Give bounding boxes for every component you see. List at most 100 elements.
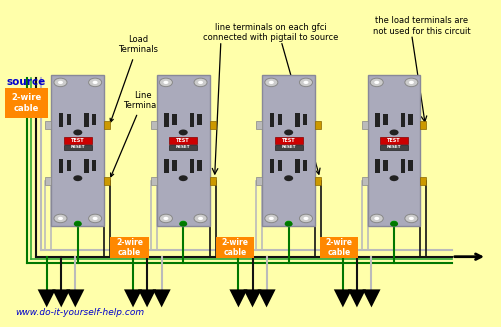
Bar	[46, 121, 52, 129]
Bar	[256, 121, 262, 129]
Bar	[269, 113, 274, 127]
Circle shape	[284, 129, 293, 135]
Circle shape	[404, 214, 417, 223]
Bar	[189, 113, 194, 127]
Polygon shape	[347, 289, 365, 307]
Circle shape	[284, 175, 293, 181]
Circle shape	[303, 81, 308, 84]
Circle shape	[284, 221, 292, 227]
Bar	[382, 114, 387, 125]
Bar	[407, 114, 412, 125]
Bar	[197, 160, 201, 171]
Text: RESET: RESET	[386, 145, 400, 149]
Bar	[374, 113, 379, 127]
Bar	[84, 113, 89, 127]
Bar	[315, 177, 321, 185]
Bar	[169, 145, 197, 150]
Bar	[269, 159, 274, 173]
Circle shape	[193, 214, 206, 223]
Bar	[189, 159, 194, 173]
Circle shape	[178, 129, 187, 135]
Bar	[400, 159, 404, 173]
Bar	[274, 137, 302, 144]
Circle shape	[54, 214, 67, 223]
Circle shape	[89, 214, 101, 223]
Bar	[59, 113, 63, 127]
Text: Load
Terminals: Load Terminals	[110, 35, 158, 122]
Circle shape	[285, 221, 292, 225]
Circle shape	[179, 221, 186, 225]
Bar	[150, 121, 156, 129]
Text: 2-wire
cable: 2-wire cable	[116, 238, 143, 257]
Text: 2-wire
cable: 2-wire cable	[221, 238, 248, 257]
Bar	[67, 160, 71, 171]
Bar	[52, 75, 104, 226]
Bar	[84, 159, 89, 173]
Bar	[172, 114, 176, 125]
Polygon shape	[38, 289, 56, 307]
Bar	[361, 177, 367, 185]
Bar	[59, 159, 63, 173]
Text: RESET: RESET	[281, 145, 295, 149]
Circle shape	[374, 217, 379, 220]
Text: line terminals on each gfci
connected with pigtail to source: line terminals on each gfci connected wi…	[203, 23, 338, 43]
Circle shape	[74, 221, 82, 227]
Circle shape	[197, 81, 202, 84]
Bar	[367, 75, 420, 226]
Text: TEST: TEST	[71, 138, 85, 143]
Polygon shape	[124, 289, 142, 307]
Polygon shape	[138, 289, 156, 307]
Circle shape	[163, 217, 168, 220]
Text: RESET: RESET	[71, 145, 85, 149]
Circle shape	[54, 78, 67, 87]
Circle shape	[163, 81, 168, 84]
Bar	[5, 88, 48, 118]
Bar	[295, 159, 299, 173]
Bar	[320, 237, 358, 258]
Circle shape	[299, 78, 312, 87]
Bar	[274, 145, 302, 150]
Bar	[172, 160, 176, 171]
Text: the load terminals are
not used for this circuit: the load terminals are not used for this…	[372, 16, 469, 36]
Bar	[64, 145, 92, 150]
Bar	[277, 160, 282, 171]
Polygon shape	[66, 289, 84, 307]
Bar	[104, 121, 110, 129]
Circle shape	[303, 217, 308, 220]
Circle shape	[389, 129, 398, 135]
Bar	[110, 237, 148, 258]
Circle shape	[73, 129, 82, 135]
Circle shape	[159, 78, 172, 87]
Polygon shape	[243, 289, 261, 307]
Bar	[169, 137, 197, 144]
Bar	[277, 114, 282, 125]
Text: source: source	[7, 77, 46, 87]
Circle shape	[178, 175, 187, 181]
Bar	[209, 121, 215, 129]
Bar	[164, 113, 168, 127]
Bar	[164, 159, 168, 173]
Bar	[315, 121, 321, 129]
Bar	[295, 113, 299, 127]
Bar	[374, 159, 379, 173]
Polygon shape	[257, 289, 275, 307]
Bar	[382, 160, 387, 171]
Bar	[92, 160, 96, 171]
Text: RESET: RESET	[176, 145, 190, 149]
Text: www.do-it-yourself-help.com: www.do-it-yourself-help.com	[15, 308, 144, 317]
Circle shape	[265, 214, 278, 223]
Circle shape	[408, 81, 413, 84]
Polygon shape	[333, 289, 351, 307]
Polygon shape	[362, 289, 380, 307]
Circle shape	[74, 221, 81, 225]
Circle shape	[269, 81, 274, 84]
Circle shape	[404, 78, 417, 87]
Circle shape	[269, 217, 274, 220]
Polygon shape	[152, 289, 170, 307]
Circle shape	[299, 214, 312, 223]
Text: TEST: TEST	[281, 138, 295, 143]
Bar	[92, 114, 96, 125]
Circle shape	[73, 175, 82, 181]
Bar	[46, 177, 52, 185]
Bar	[420, 177, 426, 185]
